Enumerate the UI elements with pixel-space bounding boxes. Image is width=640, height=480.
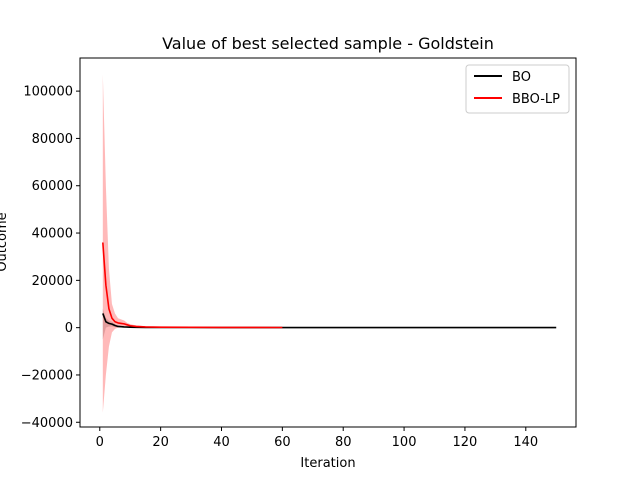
y-axis-label: Outcome (0, 212, 10, 271)
chart-title: Value of best selected sample - Goldstei… (162, 34, 494, 53)
x-tick-label: 60 (274, 435, 291, 450)
series-line-bbo-lp (102, 242, 283, 329)
y-tick-label: 0 (65, 321, 73, 336)
y-tick-label: 80000 (32, 132, 73, 147)
y-tick-label: 60000 (32, 179, 73, 194)
x-tick-label: 40 (213, 435, 230, 450)
x-tick-label: 100 (392, 435, 417, 450)
series-line-bo (102, 313, 557, 329)
y-tick-label: 40000 (32, 227, 73, 242)
plot-frame (79, 57, 577, 428)
y-tick-label: 100000 (23, 85, 73, 100)
legend-label-bbo-lp: BBO-LP (512, 92, 560, 107)
x-tick-label: 120 (453, 435, 478, 450)
y-tick-label: 20000 (32, 274, 73, 289)
x-tick-label: 140 (513, 435, 538, 450)
x-tick-label: 20 (152, 435, 169, 450)
legend: BO BBO-LP (465, 64, 570, 114)
y-tick-label: −20000 (21, 368, 73, 383)
x-tick-label: 80 (335, 435, 352, 450)
x-axis-label: Iteration (300, 456, 355, 471)
y-axis-ticks: −40000 −20000 0 20000 40000 60000 80000 100000 (21, 85, 80, 431)
x-axis-ticks: 0 20 40 60 80 100 120 140 (96, 427, 538, 450)
x-tick-label: 0 (96, 435, 104, 450)
legend-label-bo: BO (512, 70, 531, 85)
series-lines (102, 242, 557, 329)
y-tick-label: −40000 (21, 416, 73, 431)
